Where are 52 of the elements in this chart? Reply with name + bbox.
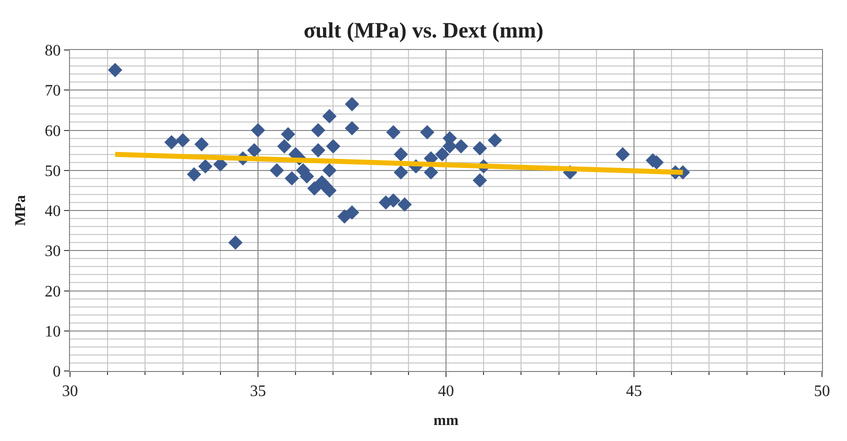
y-tick-label: 60 — [44, 122, 61, 140]
chart-title: σult (MPa) vs. Dext (mm) — [304, 17, 544, 42]
point — [311, 143, 326, 158]
point — [435, 147, 450, 162]
x-axis-title: mm — [434, 413, 459, 430]
y-tick-label: 40 — [44, 203, 61, 220]
x-tick-label: 50 — [814, 383, 830, 400]
y-tick-label: 80 — [44, 42, 61, 60]
y-tick-label: 70 — [44, 82, 61, 100]
point — [164, 135, 179, 150]
x-tick-label: 45 — [626, 383, 642, 400]
point — [454, 139, 468, 154]
point — [472, 173, 487, 188]
point — [344, 205, 360, 220]
point — [194, 137, 209, 152]
point — [394, 147, 408, 162]
point — [394, 165, 408, 180]
point — [247, 143, 262, 158]
point — [277, 139, 292, 154]
point — [284, 171, 299, 186]
point — [108, 62, 122, 78]
point — [280, 127, 296, 142]
y-tick-label: 20 — [44, 283, 61, 300]
point — [322, 109, 337, 124]
x-tick-label: 40 — [438, 383, 454, 400]
point — [176, 133, 190, 148]
x-tick-label: 35 — [250, 383, 266, 400]
point — [228, 235, 243, 250]
point — [311, 123, 326, 138]
point — [397, 197, 412, 212]
y-tick-label: 30 — [44, 243, 61, 260]
x-tick-label: 30 — [62, 383, 78, 400]
point — [386, 125, 401, 140]
point — [424, 165, 438, 180]
point — [198, 159, 213, 174]
point — [307, 181, 322, 196]
point — [472, 141, 487, 156]
point — [326, 139, 340, 154]
point — [420, 125, 434, 140]
point — [186, 167, 202, 182]
point — [322, 163, 337, 178]
y-tick-label: 50 — [44, 162, 61, 180]
y-tick-label: 10 — [44, 323, 61, 340]
point — [344, 121, 360, 136]
point — [488, 133, 502, 148]
y-axis-title: MPa — [13, 194, 30, 226]
point — [344, 97, 360, 112]
point — [250, 123, 266, 138]
point — [616, 147, 630, 162]
point — [270, 163, 284, 178]
y-tick-label: 0 — [52, 364, 61, 381]
point — [322, 183, 337, 198]
